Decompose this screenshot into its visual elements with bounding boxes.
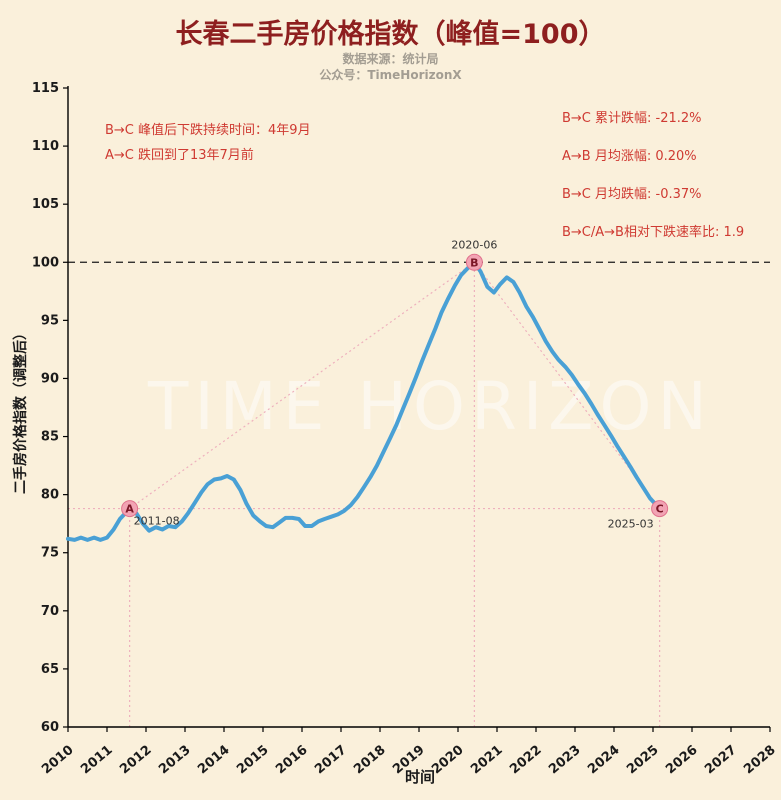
svg-text:90: 90 bbox=[41, 371, 59, 386]
annotation-speed-ratio: B→C/A→B相对下跌速率比: 1.9 bbox=[562, 225, 745, 240]
annotation-monthly-decline: B→C 月均跌幅: -0.37% bbox=[562, 187, 702, 202]
annotation-block-right: B→C 累计跌幅: -21.2% A→B 月均涨幅: 0.20% B→C 月均跌… bbox=[562, 100, 744, 252]
wechat-account-label: 公众号：TimeHorizonX bbox=[319, 68, 462, 82]
svg-text:70: 70 bbox=[41, 604, 59, 619]
svg-text:C: C bbox=[656, 503, 664, 516]
watermark-text: TIME HORIZON bbox=[148, 368, 713, 445]
svg-text:B: B bbox=[470, 256, 478, 269]
svg-text:80: 80 bbox=[41, 488, 59, 503]
svg-text:65: 65 bbox=[41, 662, 59, 677]
y-axis-label: 二手房价格指数（调整后） bbox=[13, 326, 29, 494]
svg-text:A: A bbox=[125, 503, 134, 516]
svg-text:2011-08: 2011-08 bbox=[134, 515, 180, 528]
svg-text:115: 115 bbox=[32, 81, 59, 96]
annotation-fallback-level: A→C 跌回到了13年7月前 bbox=[105, 148, 254, 163]
svg-text:100: 100 bbox=[32, 255, 59, 270]
chart-title: 长春二手房价格指数（峰值=100） bbox=[175, 19, 606, 50]
svg-text:85: 85 bbox=[41, 430, 59, 445]
svg-text:95: 95 bbox=[41, 313, 59, 328]
svg-text:2020-06: 2020-06 bbox=[451, 238, 497, 251]
x-axis-label: 时间 bbox=[404, 768, 435, 786]
annotation-cumulative-decline: B→C 累计跌幅: -21.2% bbox=[562, 111, 702, 126]
svg-text:60: 60 bbox=[41, 720, 59, 735]
annotation-decline-duration: B→C 峰值后下跌持续时间：4年9月 bbox=[105, 123, 311, 138]
annotation-monthly-rise: A→B 月均涨幅: 0.20% bbox=[562, 149, 697, 164]
annotation-block-left: B→C 峰值后下跌持续时间：4年9月 A→C 跌回到了13年7月前 bbox=[105, 118, 311, 168]
data-source-label: 数据来源：统计局 bbox=[342, 52, 439, 66]
svg-text:75: 75 bbox=[41, 546, 59, 561]
svg-text:2025-03: 2025-03 bbox=[608, 518, 654, 531]
svg-text:105: 105 bbox=[32, 197, 59, 212]
svg-text:110: 110 bbox=[32, 139, 59, 154]
